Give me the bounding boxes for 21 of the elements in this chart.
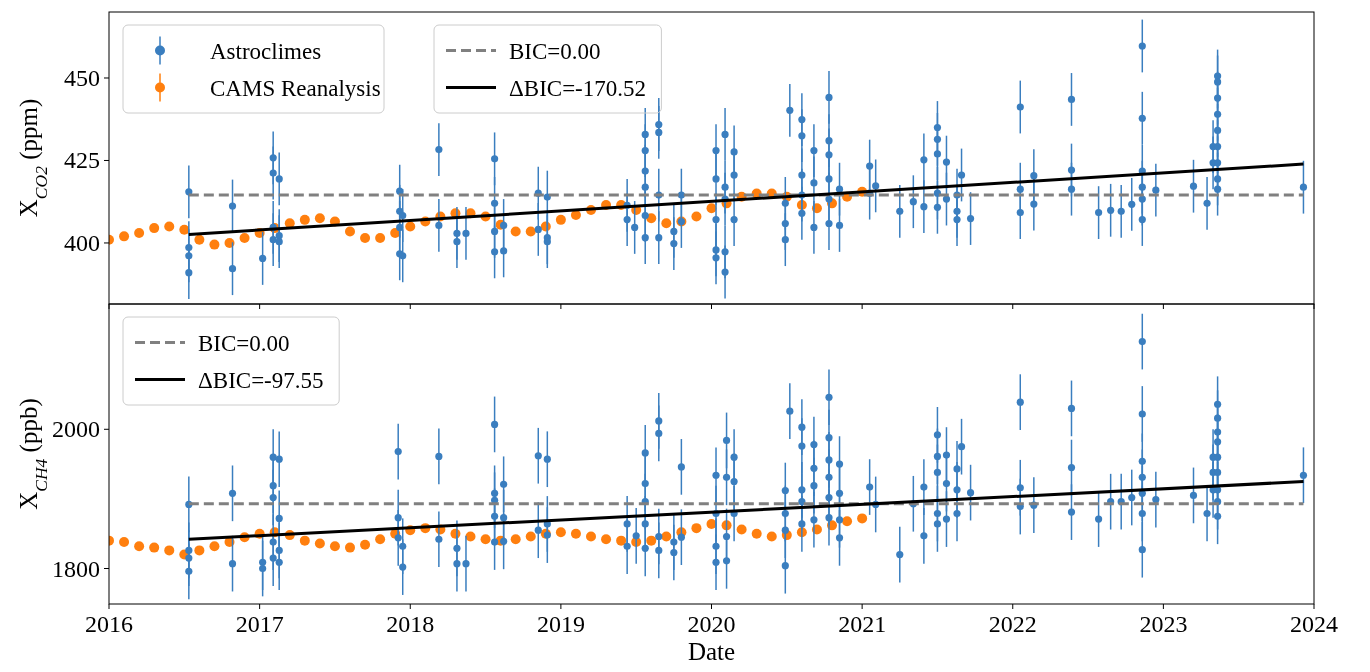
x-tick-label: 2016 [85, 611, 133, 637]
x-axis-title: Date [687, 638, 736, 665]
y-tick-label: 1800 [52, 555, 100, 582]
x-tick-label: 2021 [838, 611, 887, 637]
legend-label: BIC=0.00 [509, 38, 601, 64]
legend-label: Astroclimes [210, 38, 322, 64]
y-tick-label: 425 [64, 147, 100, 174]
legend-label: ΔBIC=-170.52 [509, 75, 647, 101]
legend-label: BIC=0.00 [198, 330, 290, 356]
legend-label: ΔBIC=-97.55 [198, 367, 324, 393]
x-tick-label: 2024 [1290, 611, 1338, 637]
legend-label: CAMS Reanalysis [210, 75, 381, 101]
x-tick-label: 2019 [536, 611, 585, 637]
x-tick-label: 2018 [386, 611, 435, 637]
y-tick-label: 2000 [52, 416, 100, 443]
x-tick-label: 2020 [687, 611, 736, 637]
x-tick-label: 2017 [235, 611, 284, 637]
y-tick-label: 400 [64, 229, 100, 256]
y-tick-label: 450 [64, 64, 100, 91]
x-tick-label: 2022 [988, 611, 1037, 637]
x-tick-label: 2023 [1139, 611, 1188, 637]
